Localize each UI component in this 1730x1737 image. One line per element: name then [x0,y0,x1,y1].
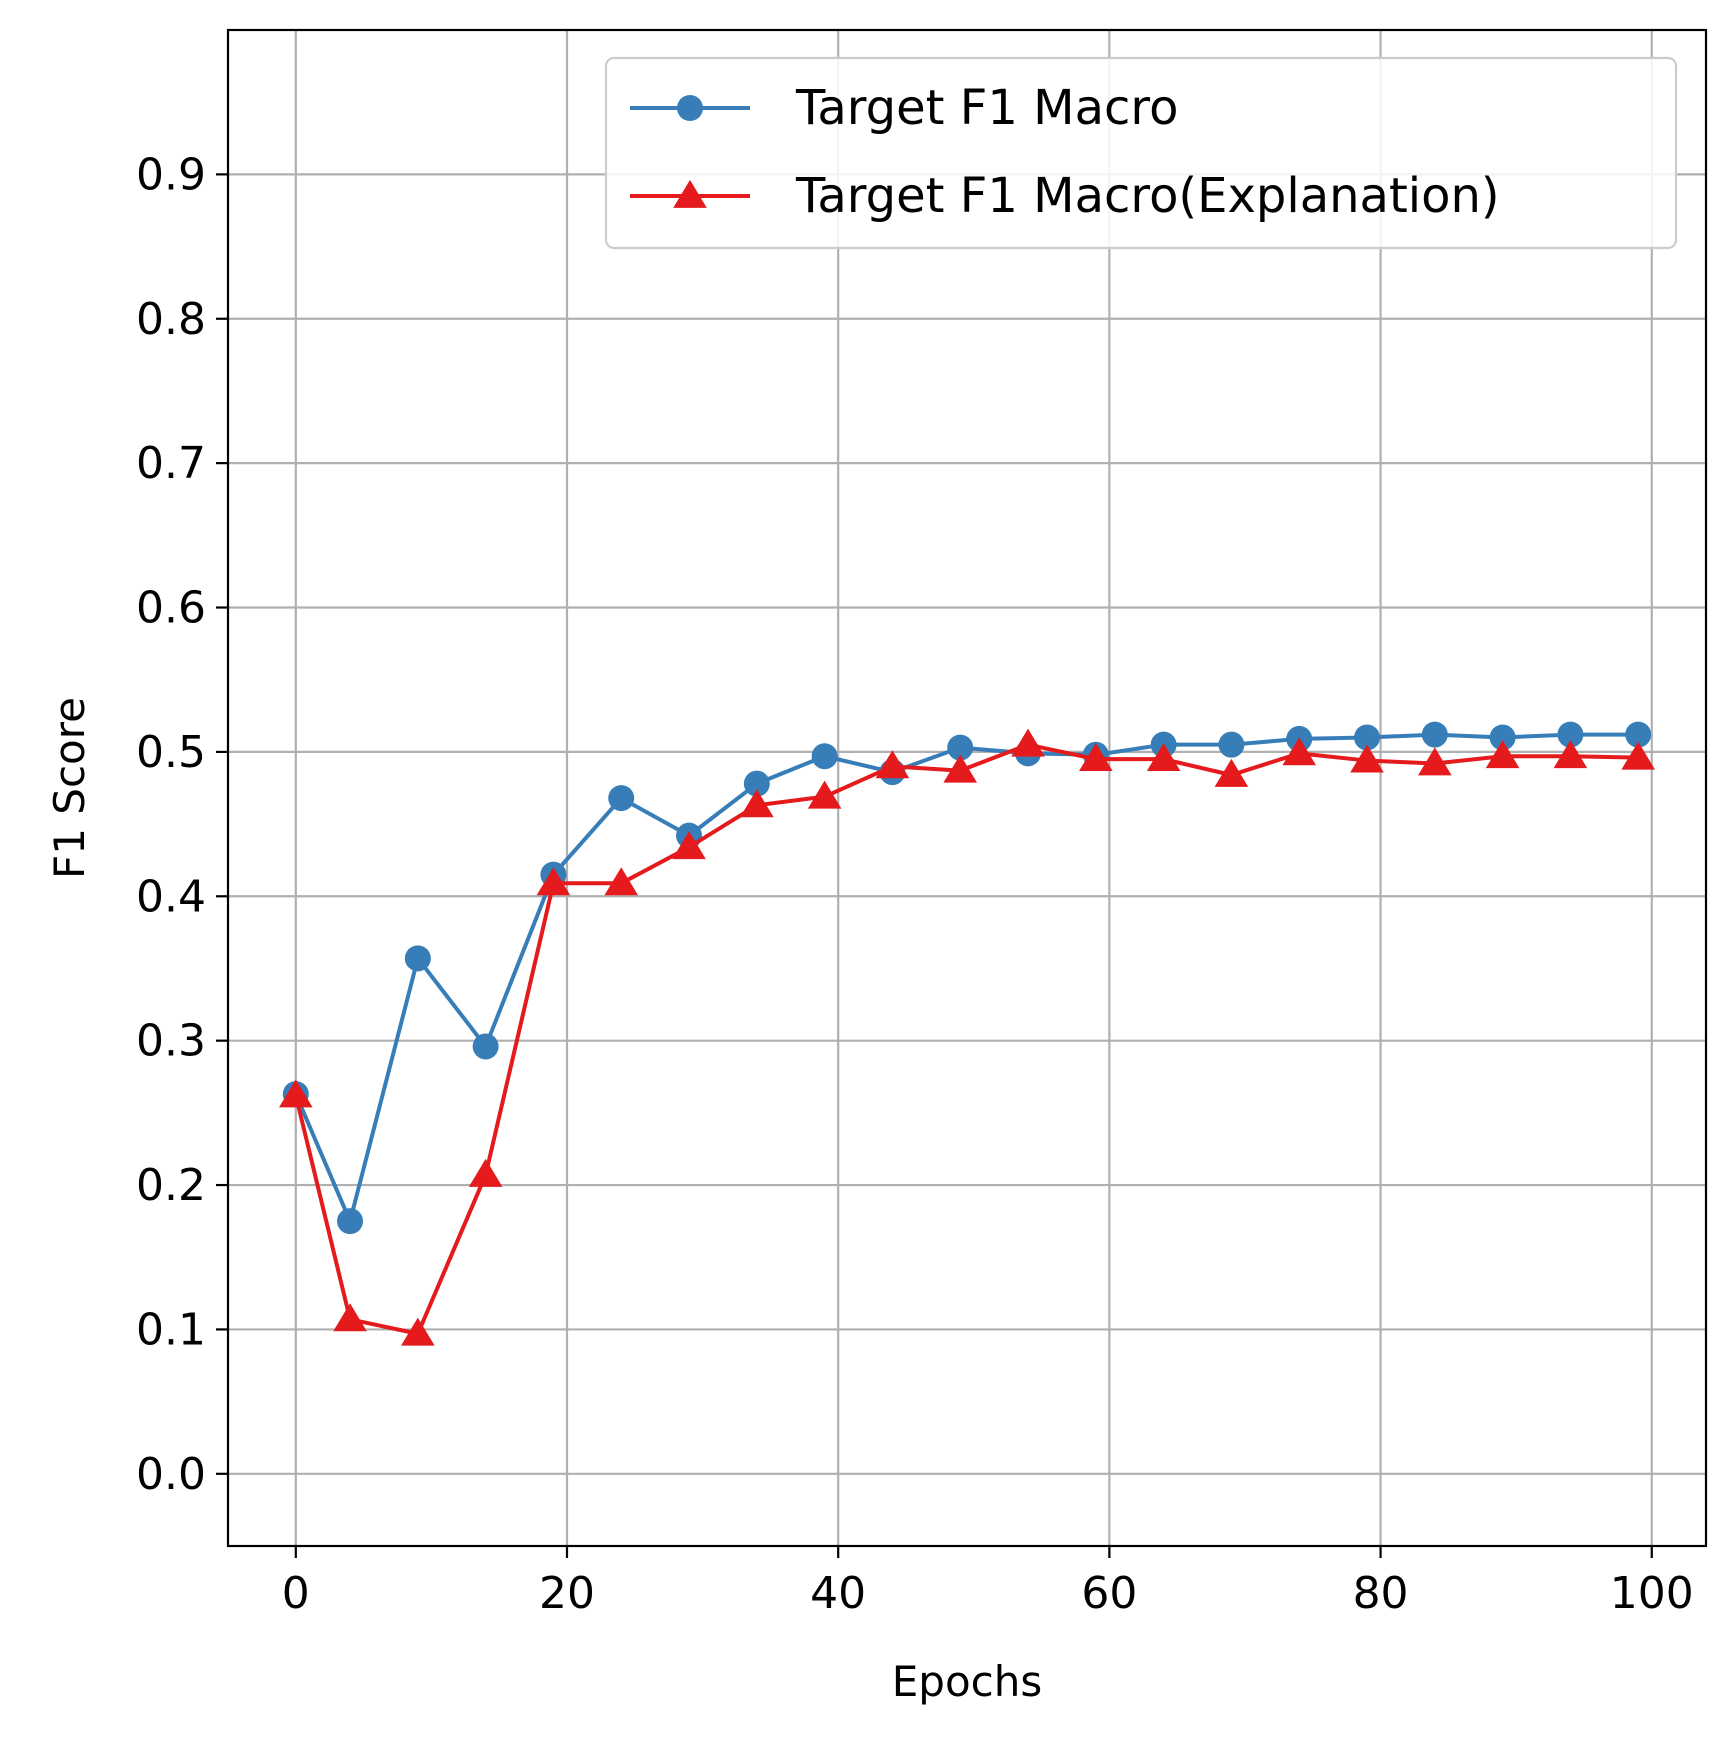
data-point [337,1208,364,1235]
legend-item: Target F1 Macro(Explanation) [630,168,1500,224]
data-point [1350,744,1384,773]
data-point [807,780,842,809]
y-tick-label: 0.0 [136,1449,206,1500]
data-point [947,734,974,761]
legend-box [604,56,1678,250]
data-point [333,1303,367,1332]
plot-series [278,721,1656,1346]
plot-frame [226,28,1708,1548]
y-tick-label: 0.2 [136,1160,206,1211]
data-point [604,867,639,896]
data-point [404,945,431,972]
x-axis-label: Epochs [892,1657,1043,1706]
data-point [1625,721,1652,748]
data-point [536,867,571,896]
series-2 [278,728,1656,1346]
data-point [1553,740,1588,769]
x-tick-label: 20 [539,1568,595,1619]
data-point [1218,731,1245,758]
data-point [1079,743,1113,772]
legend-triangle-marker [673,179,707,208]
legend-circle-marker [677,95,703,121]
y-tick-label: 0.9 [136,149,206,200]
x-tick-label: 80 [1353,1568,1409,1619]
data-point [811,743,838,770]
data-point [672,831,706,860]
data-point [1354,724,1381,751]
y-tick-label: 0.7 [136,438,206,489]
data-point [1146,743,1181,772]
data-point [1418,747,1452,776]
data-point [608,785,635,812]
data-point [278,1079,313,1108]
legend-label: Target F1 Macro [795,80,1178,136]
data-point [1282,737,1317,766]
y-tick-label: 0.8 [136,294,206,345]
data-point [1489,724,1516,751]
data-point [1485,740,1520,769]
data-point [743,770,770,797]
y-tick-label: 0.4 [136,871,206,922]
axis-ticks: 0 20 40 60 80 100 0.0 0.1 0.2 0.3 0.4 0.5 0.6 0.7 0.8 0… [136,149,1694,1619]
x-tick-label: 100 [1610,1568,1694,1619]
y-tick-label: 0.1 [136,1304,206,1355]
data-point [1557,721,1584,748]
legend-item: Target F1 Macro [630,80,1178,136]
data-point [401,1317,435,1346]
y-tick-label: 0.5 [136,727,206,778]
y-axis-label: F1 Score [45,697,94,879]
data-point [740,789,774,818]
legend: Target F1 Macro Target F1 Macro(Explanati… [604,56,1678,250]
data-point [472,1033,499,1060]
data-point [943,754,978,783]
data-point [875,750,910,779]
data-point [1421,721,1448,748]
x-tick-label: 40 [810,1568,866,1619]
x-tick-label: 60 [1081,1568,1137,1619]
legend-label: Target F1 Macro(Explanation) [795,168,1500,224]
y-tick-label: 0.3 [136,1016,206,1067]
data-point [468,1158,503,1187]
x-tick-label: 0 [282,1568,310,1619]
data-point [1621,741,1656,770]
data-point [1214,758,1249,787]
y-tick-label: 0.6 [136,583,206,634]
data-point [1011,728,1045,757]
